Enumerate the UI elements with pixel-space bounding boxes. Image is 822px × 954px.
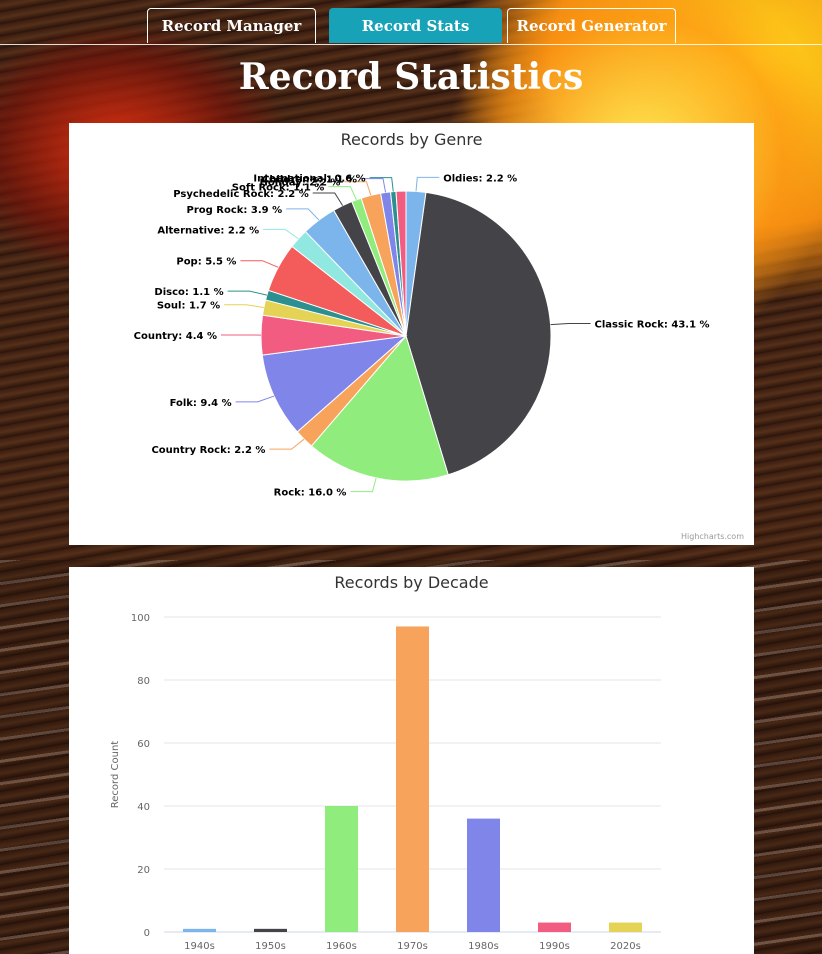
- x-tick-label-1990s: 1990s: [539, 941, 570, 952]
- pie-label-pop: Pop: 5.5 %: [176, 257, 236, 268]
- genre-chart-title: Records by Genre: [340, 130, 483, 149]
- pie-slice-rock[interactable]: [310, 334, 449, 482]
- pie-label-soft-rock: Soft Rock: 1.1 %: [232, 183, 325, 194]
- y-axis-label: Record Count: [110, 741, 121, 809]
- genre-pie-chart: Records by Genre Oldies: 2.2 % Classic Ro…: [69, 123, 754, 545]
- y-tick-label: 100: [131, 613, 150, 624]
- pie-label-prog-rock: Prog Rock: 3.9 %: [187, 205, 283, 216]
- pie-label-country-rock: Country Rock: 2.2 %: [151, 445, 265, 456]
- x-tick-label-1980s: 1980s: [468, 941, 499, 952]
- x-tick-label-1940s: 1940s: [184, 941, 215, 952]
- pie-label-folk: Folk: 9.4 %: [170, 398, 232, 409]
- pie-connector-rock: [350, 477, 377, 493]
- x-tick-label-1960s: 1960s: [326, 941, 357, 952]
- decade-chart-title: Records by Decade: [334, 573, 489, 592]
- tab-record-stats[interactable]: Record Stats: [329, 8, 502, 43]
- bar-1970s[interactable]: [396, 626, 429, 932]
- pie-connector-soft-rock: [328, 186, 357, 200]
- pie-connector-holiday: [344, 181, 372, 196]
- pie-slice-folk[interactable]: [261, 335, 408, 433]
- page-title: Record Statistics: [238, 56, 584, 98]
- pie-slice-unlabeled[interactable]: [395, 190, 407, 337]
- pie-label-rock: Rock: 16.0 %: [274, 488, 347, 499]
- x-tick-label-1950s: 1950s: [255, 941, 286, 952]
- pie-connector-classic-rock: [550, 323, 591, 326]
- pie-label-holiday: Holiday: 2.2 %: [260, 178, 341, 189]
- bar-1990s[interactable]: [538, 922, 571, 932]
- bar-1980s[interactable]: [467, 818, 500, 932]
- y-tick-label: 60: [137, 739, 150, 750]
- pie-label-psychedelic-rock: Psychedelic Rock: 2.2 %: [173, 189, 309, 200]
- tab-record-manager[interactable]: Record Manager: [147, 8, 316, 43]
- pie-connector-soul: [224, 304, 264, 308]
- bar-2020s[interactable]: [609, 922, 642, 932]
- pie-slice-classic-rock[interactable]: [405, 191, 552, 476]
- pie-connector-country-rock: [269, 438, 305, 450]
- pie-connector-prog-rock: [286, 208, 320, 221]
- decade-bar-chart: Records by Decade 0 20 40 60 80 100 Record Cou…: [69, 567, 754, 954]
- x-tick-label-2020s: 2020s: [610, 941, 641, 952]
- pie-label-children-s: Children's: 1.1 %: [262, 175, 357, 186]
- bar-1950s[interactable]: [254, 928, 287, 932]
- y-tick-label: 40: [137, 802, 150, 813]
- navbar: Record Manager Record Stats Record Gener…: [0, 0, 822, 45]
- pie-connector-disco: [227, 290, 267, 296]
- y-tick-label: 20: [137, 865, 150, 876]
- pie-label-classic-rock: Classic Rock: 43.1 %: [594, 320, 709, 331]
- pie-connector-children-s: [361, 178, 387, 193]
- pie-label-disco: Disco: 1.1 %: [154, 287, 223, 298]
- pie-label-oldies: Oldies: 2.2 %: [443, 173, 517, 184]
- y-tick-label: 80: [137, 676, 150, 687]
- pie-connector-oldies: [415, 176, 440, 192]
- decade-bar-svg: 0 20 40 60 80 100 Record Count 1940s 1950s 1960s 1…: [110, 613, 661, 952]
- highcharts-credits[interactable]: Highcharts.com: [681, 532, 744, 541]
- x-tick-label-1970s: 1970s: [397, 941, 428, 952]
- pie-label-country: Country: 4.4 %: [134, 331, 217, 342]
- tab-record-generator[interactable]: Record Generator: [507, 8, 676, 43]
- pie-connector-psychedelic-rock: [312, 192, 344, 206]
- bar-1960s[interactable]: [325, 806, 358, 932]
- pie-connector-folk: [235, 395, 275, 403]
- pie-connector-international: [369, 177, 394, 192]
- pie-label-international: International: 0.6 %: [253, 174, 365, 185]
- pie-connector-alternative: [263, 228, 299, 240]
- y-tick-label: 0: [144, 928, 150, 939]
- pie-label-soul: Soul: 1.7 %: [157, 301, 220, 312]
- bar-1940s[interactable]: [183, 928, 216, 932]
- pie-label-alternative: Alternative: 2.2 %: [157, 225, 259, 236]
- pie-connector-pop: [240, 260, 279, 268]
- genre-pie-svg: Oldies: 2.2 % Classic Rock: 43.1 % Rock: 1…: [134, 173, 710, 499]
